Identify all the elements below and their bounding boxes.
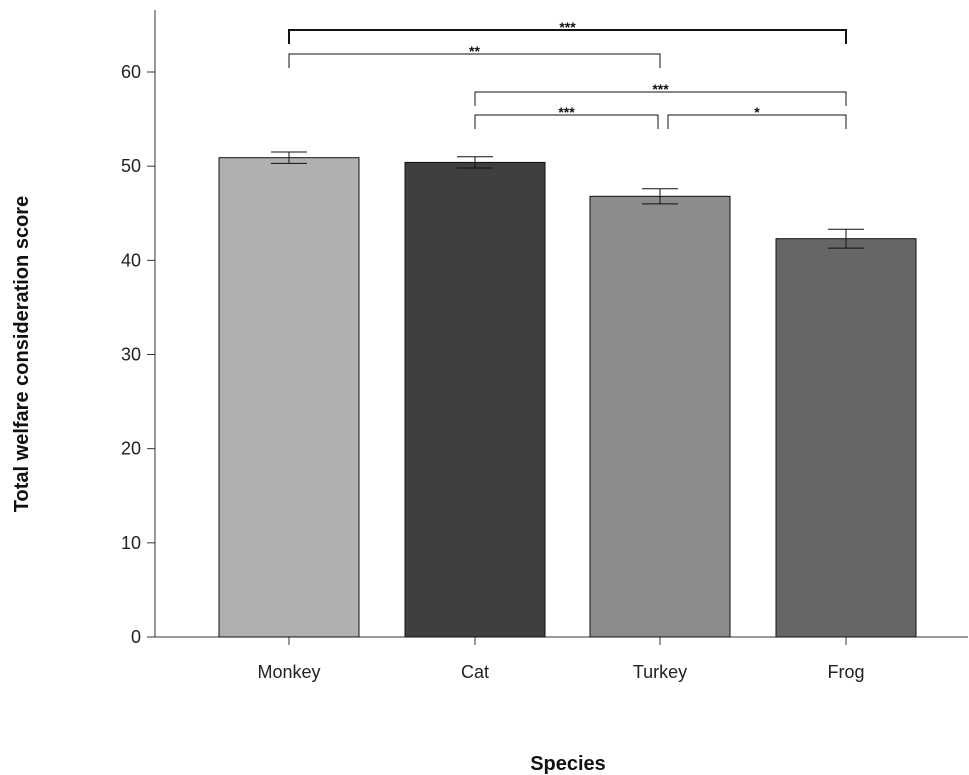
y-tick-label: 50 xyxy=(121,156,141,176)
x-axis-title: Species xyxy=(530,753,606,775)
significance-brackets: *********** * xyxy=(288,19,847,129)
significance-label: *** xyxy=(652,81,669,97)
significance-label: ** xyxy=(469,43,480,59)
bar-turkey xyxy=(589,195,731,638)
significance-bracket xyxy=(288,53,661,68)
significance-label: * xyxy=(754,104,760,120)
x-tick-label: Cat xyxy=(461,662,489,682)
y-tick-label: 40 xyxy=(121,250,141,270)
significance-bracket xyxy=(474,114,659,129)
significance-bracket xyxy=(474,91,847,106)
bars xyxy=(218,157,917,638)
significance-bracket xyxy=(667,114,847,129)
x-axis: Monkey Cat Turkey Frog xyxy=(155,636,968,682)
error-bars xyxy=(271,151,864,249)
y-tick-label: 10 xyxy=(121,533,141,553)
x-tick-label: Monkey xyxy=(257,662,320,682)
y-axis: 0 10 20 30 40 50 60 xyxy=(121,10,156,647)
significance-bracket xyxy=(288,29,847,44)
y-tick-label: 60 xyxy=(121,62,141,82)
y-tick-label: 20 xyxy=(121,439,141,459)
y-tick-label: 0 xyxy=(131,627,141,647)
y-axis-title: Total welfare consideration score xyxy=(11,196,33,512)
y-tick-label: 30 xyxy=(121,345,141,365)
x-tick-label: Turkey xyxy=(633,662,687,682)
x-tick-label: Frog xyxy=(827,662,864,682)
bar-monkey xyxy=(218,157,360,638)
bar-cat xyxy=(404,161,546,638)
significance-label: *** xyxy=(559,19,576,35)
bar-frog xyxy=(775,238,917,638)
significance-label: *** xyxy=(558,104,575,120)
